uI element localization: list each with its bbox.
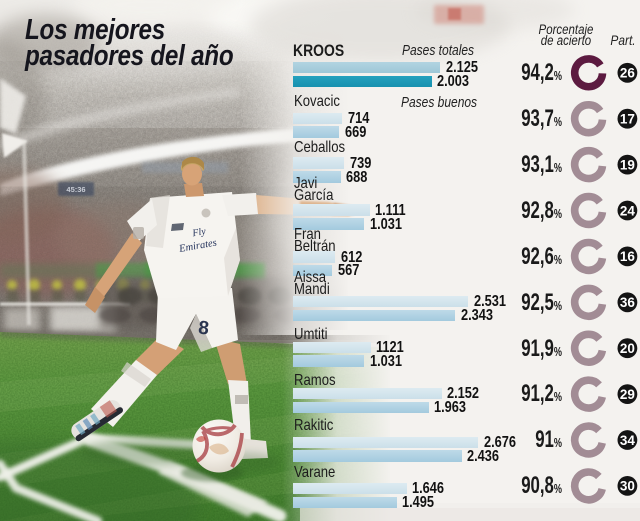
svg-text:20: 20	[620, 341, 635, 356]
svg-text:Fly: Fly	[191, 226, 208, 239]
svg-text:16: 16	[620, 249, 636, 264]
svg-text:29: 29	[620, 387, 635, 402]
svg-text:30: 30	[620, 479, 635, 494]
svg-text:24: 24	[620, 203, 636, 218]
svg-text:34: 34	[620, 433, 636, 448]
svg-text:26: 26	[620, 66, 636, 81]
svg-text:8: 8	[197, 318, 210, 340]
svg-text:19: 19	[620, 157, 635, 172]
svg-text:17: 17	[620, 112, 635, 127]
svg-text:36: 36	[620, 295, 636, 310]
svg-text:45:36: 45:36	[66, 185, 85, 194]
